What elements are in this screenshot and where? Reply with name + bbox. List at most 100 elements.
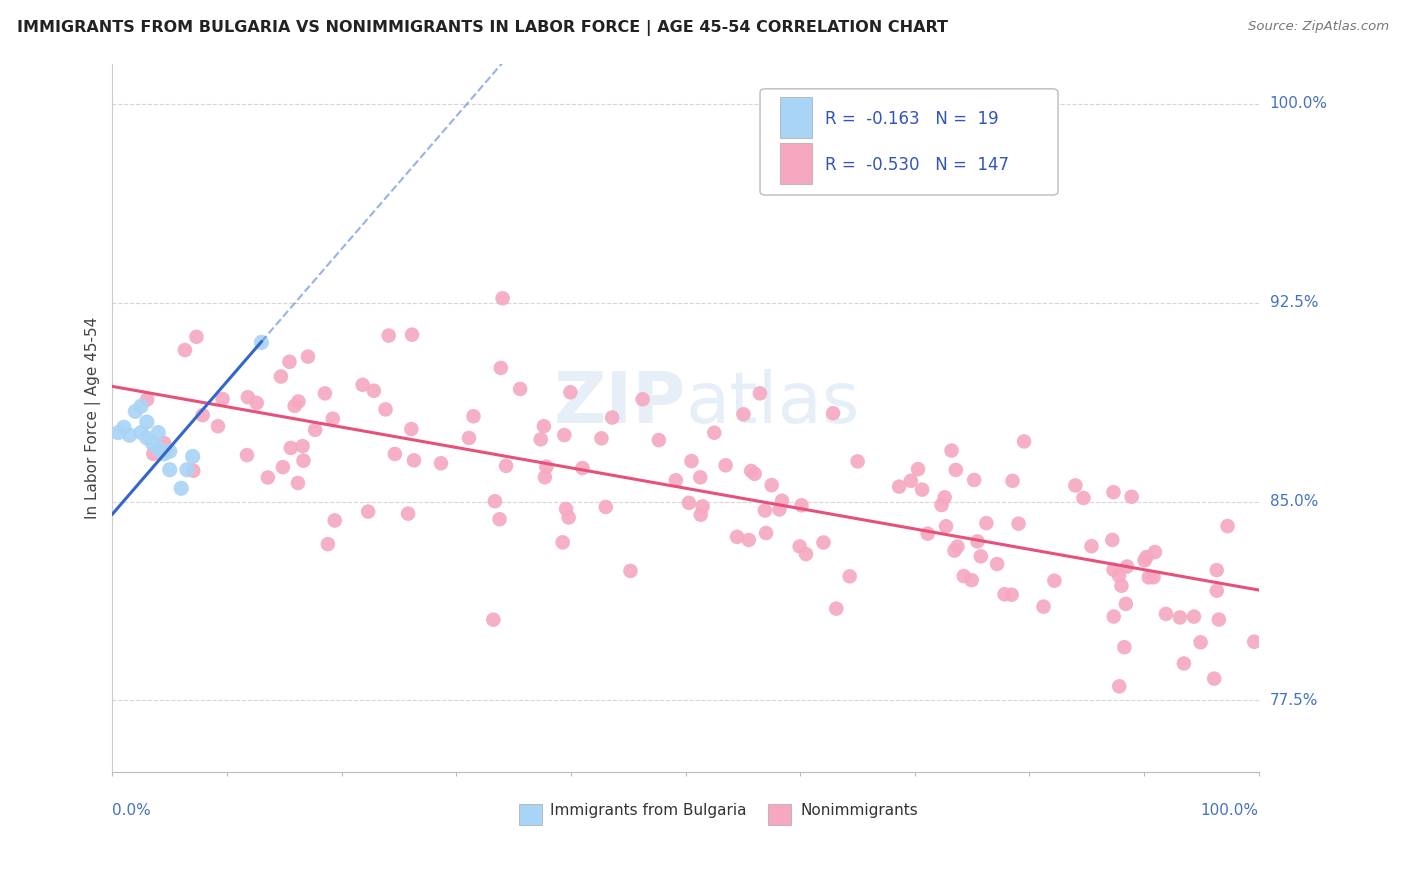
Point xyxy=(1115,597,1137,611)
Point xyxy=(129,425,152,440)
Point xyxy=(557,510,579,524)
Point xyxy=(1116,559,1139,574)
Point xyxy=(207,419,229,434)
Point xyxy=(595,500,617,514)
Point xyxy=(377,328,399,343)
Point xyxy=(907,462,929,476)
Point xyxy=(560,385,582,400)
Point xyxy=(1121,490,1143,504)
Point xyxy=(509,382,531,396)
Point xyxy=(142,447,165,461)
Point xyxy=(1043,574,1066,588)
Point xyxy=(297,350,319,364)
Text: ZIP: ZIP xyxy=(554,369,686,438)
Point xyxy=(482,613,505,627)
Point xyxy=(1216,519,1239,533)
Text: 100.0%: 100.0% xyxy=(1201,803,1258,818)
Point xyxy=(401,422,423,436)
Point xyxy=(1208,613,1230,627)
Point xyxy=(1007,516,1029,531)
Point xyxy=(191,408,214,422)
Point xyxy=(1108,679,1130,693)
Point xyxy=(966,534,988,549)
Point xyxy=(323,513,346,527)
Point xyxy=(458,431,481,445)
Text: IMMIGRANTS FROM BULGARIA VS NONIMMIGRANTS IN LABOR FORCE | AGE 45-54 CORRELATION: IMMIGRANTS FROM BULGARIA VS NONIMMIGRANT… xyxy=(17,20,948,36)
Bar xyxy=(779,144,811,185)
Point xyxy=(1173,657,1195,671)
Point xyxy=(768,502,790,516)
Point xyxy=(1205,563,1227,577)
Point xyxy=(770,493,793,508)
Point xyxy=(935,519,957,533)
Point xyxy=(790,498,813,512)
Point xyxy=(396,507,419,521)
Point xyxy=(280,441,302,455)
Point xyxy=(176,463,198,477)
Point xyxy=(1032,599,1054,614)
Point xyxy=(1080,539,1102,553)
Point xyxy=(1137,570,1160,584)
Point xyxy=(571,461,593,475)
Point xyxy=(270,369,292,384)
Point xyxy=(1205,583,1227,598)
Text: 0.0%: 0.0% xyxy=(112,803,152,818)
Point xyxy=(738,533,761,547)
Point xyxy=(744,467,766,481)
Point xyxy=(174,343,197,357)
Point xyxy=(250,335,273,350)
Point xyxy=(931,498,953,512)
Point xyxy=(489,360,512,375)
Point xyxy=(153,447,176,461)
Point xyxy=(963,473,986,487)
Point xyxy=(689,470,711,484)
Point xyxy=(1168,610,1191,624)
Point xyxy=(714,458,737,473)
Point xyxy=(825,601,848,615)
Point xyxy=(159,463,181,477)
Point xyxy=(1133,553,1156,567)
Point xyxy=(292,453,315,467)
Text: 100.0%: 100.0% xyxy=(1270,96,1327,112)
Point xyxy=(374,402,396,417)
Point xyxy=(124,404,146,418)
Point xyxy=(384,447,406,461)
Point xyxy=(900,474,922,488)
Point xyxy=(153,436,176,450)
Bar xyxy=(779,96,811,138)
Point xyxy=(484,494,506,508)
Point xyxy=(278,355,301,369)
Bar xyxy=(768,804,792,825)
Point xyxy=(678,496,700,510)
Point xyxy=(1143,545,1166,559)
Point xyxy=(838,569,860,583)
Point xyxy=(755,526,778,541)
Point xyxy=(1204,672,1226,686)
Point xyxy=(754,503,776,517)
Point xyxy=(846,454,869,468)
Point xyxy=(430,456,453,470)
Point xyxy=(600,410,623,425)
Point xyxy=(135,415,157,429)
Text: 85.0%: 85.0% xyxy=(1270,494,1317,509)
Text: 77.5%: 77.5% xyxy=(1270,693,1317,708)
Point xyxy=(1182,609,1205,624)
Point xyxy=(986,557,1008,571)
FancyBboxPatch shape xyxy=(761,89,1059,195)
Point xyxy=(692,500,714,514)
Point xyxy=(1114,640,1136,655)
Point xyxy=(284,399,307,413)
Point xyxy=(648,433,671,447)
Point xyxy=(1154,607,1177,621)
Point xyxy=(136,392,159,407)
Point xyxy=(553,428,575,442)
Point xyxy=(917,526,939,541)
Point xyxy=(1243,634,1265,648)
Text: Immigrants from Bulgaria: Immigrants from Bulgaria xyxy=(550,804,747,818)
Point xyxy=(619,564,641,578)
Point xyxy=(304,423,326,437)
Point xyxy=(246,396,269,410)
Point xyxy=(748,386,770,401)
Point xyxy=(488,512,510,526)
Point xyxy=(129,399,152,413)
